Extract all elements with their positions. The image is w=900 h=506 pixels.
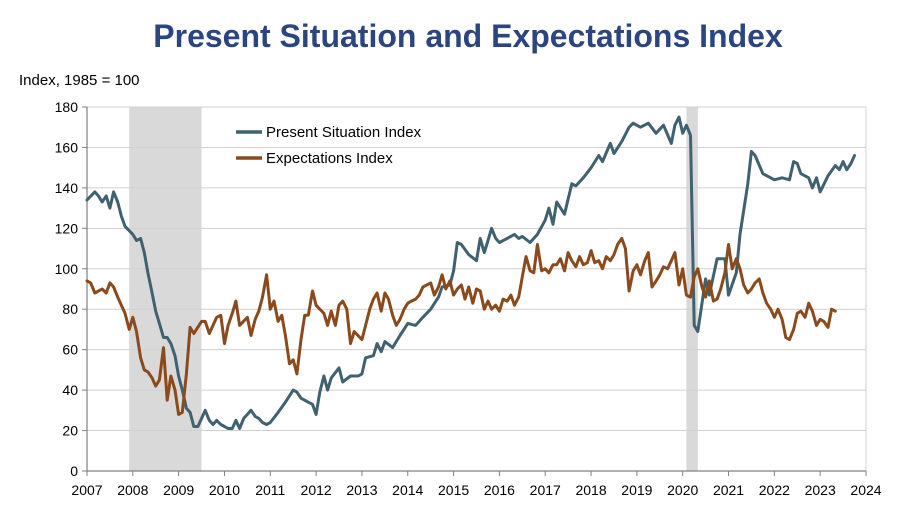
series-line-present-situation [85, 115, 856, 430]
x-tick-label: 2009 [163, 482, 194, 498]
y-tick-label: 0 [70, 463, 78, 479]
x-tick-label: 2008 [117, 482, 148, 498]
y-tick-label: 140 [55, 180, 79, 196]
chart-title: Present Situation and Expectations Index [153, 18, 783, 54]
y-tick-label: 60 [62, 342, 78, 358]
x-tick-label: 2010 [209, 482, 240, 498]
x-tick-label: 2007 [71, 482, 102, 498]
x-tick-label: 2013 [346, 482, 377, 498]
x-tick-label: 2018 [575, 482, 606, 498]
x-tick-label: 2014 [392, 482, 423, 498]
x-tick-label: 2024 [850, 482, 881, 498]
x-tick-label: 2016 [484, 482, 515, 498]
x-tick-label: 2023 [805, 482, 836, 498]
legend-label-expectations: Expectations Index [266, 150, 393, 167]
y-tick-label: 160 [55, 139, 79, 155]
x-tick-label: 2019 [621, 482, 652, 498]
x-tick-label: 2022 [759, 482, 790, 498]
series-line-expectations [85, 236, 837, 416]
y-tick-label: 180 [55, 99, 79, 115]
x-tick-label: 2020 [667, 482, 698, 498]
y-tick-label: 80 [62, 301, 78, 317]
y-tick-label: 120 [55, 220, 79, 236]
x-tick-label: 2012 [301, 482, 332, 498]
y-axis-label: Index, 1985 = 100 [19, 72, 140, 89]
x-tick-label: 2015 [438, 482, 469, 498]
y-tick-label: 100 [55, 261, 79, 277]
y-tick-label: 20 [62, 423, 78, 439]
y-tick-label: 40 [62, 382, 78, 398]
x-tick-label: 2021 [713, 482, 744, 498]
x-tick-label: 2017 [530, 482, 561, 498]
legend-label-present-situation: Present Situation Index [266, 124, 422, 141]
x-tick-label: 2011 [255, 482, 285, 498]
